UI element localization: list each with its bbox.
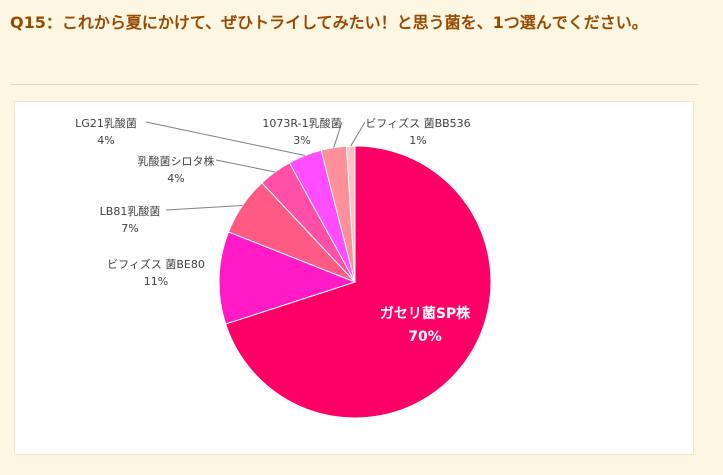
slice-value-1073r1: 3%: [293, 134, 310, 147]
slice-value-gaseri: 70%: [408, 329, 442, 345]
slice-label-lg21: LG21乳酸菌: [75, 116, 137, 130]
slice-label-gaseri: ガセリ菌SP株: [380, 305, 471, 322]
slice-label-lb81: LB81乳酸菌: [100, 204, 161, 218]
leader-lines: [145, 121, 366, 211]
slice-value-shirota: 4%: [167, 172, 184, 185]
slice-value-be80: 11%: [144, 275, 168, 288]
leader-lg21: [145, 121, 306, 157]
leader-lb81: [165, 205, 243, 211]
leader-1073r1: [333, 121, 343, 148]
slice-label-be80: ビフィズス 菌BE80: [107, 257, 205, 271]
slice-label-1073r1: 1073R-1乳酸菌: [262, 116, 341, 130]
slice-value-bb536: 1%: [409, 134, 426, 147]
slice-label-shirota: 乳酸菌シロタ株: [138, 154, 215, 168]
pie-slices: [218, 145, 492, 419]
slice-label-bb536: ビフィズス 菌BB536: [365, 116, 470, 130]
slice-value-lg21: 4%: [97, 134, 114, 147]
slice-be80: [218, 231, 357, 325]
leader-shirota: [215, 159, 276, 173]
question-title: Q15：これから夏にかけて、ぜひトライしてみたい！と思う菌を、1つ選んでください…: [10, 13, 648, 32]
slice-gaseri: [225, 145, 492, 419]
leader-bb536: [350, 121, 366, 147]
slice-value-lb81: 7%: [121, 222, 138, 235]
divider: [10, 84, 698, 85]
